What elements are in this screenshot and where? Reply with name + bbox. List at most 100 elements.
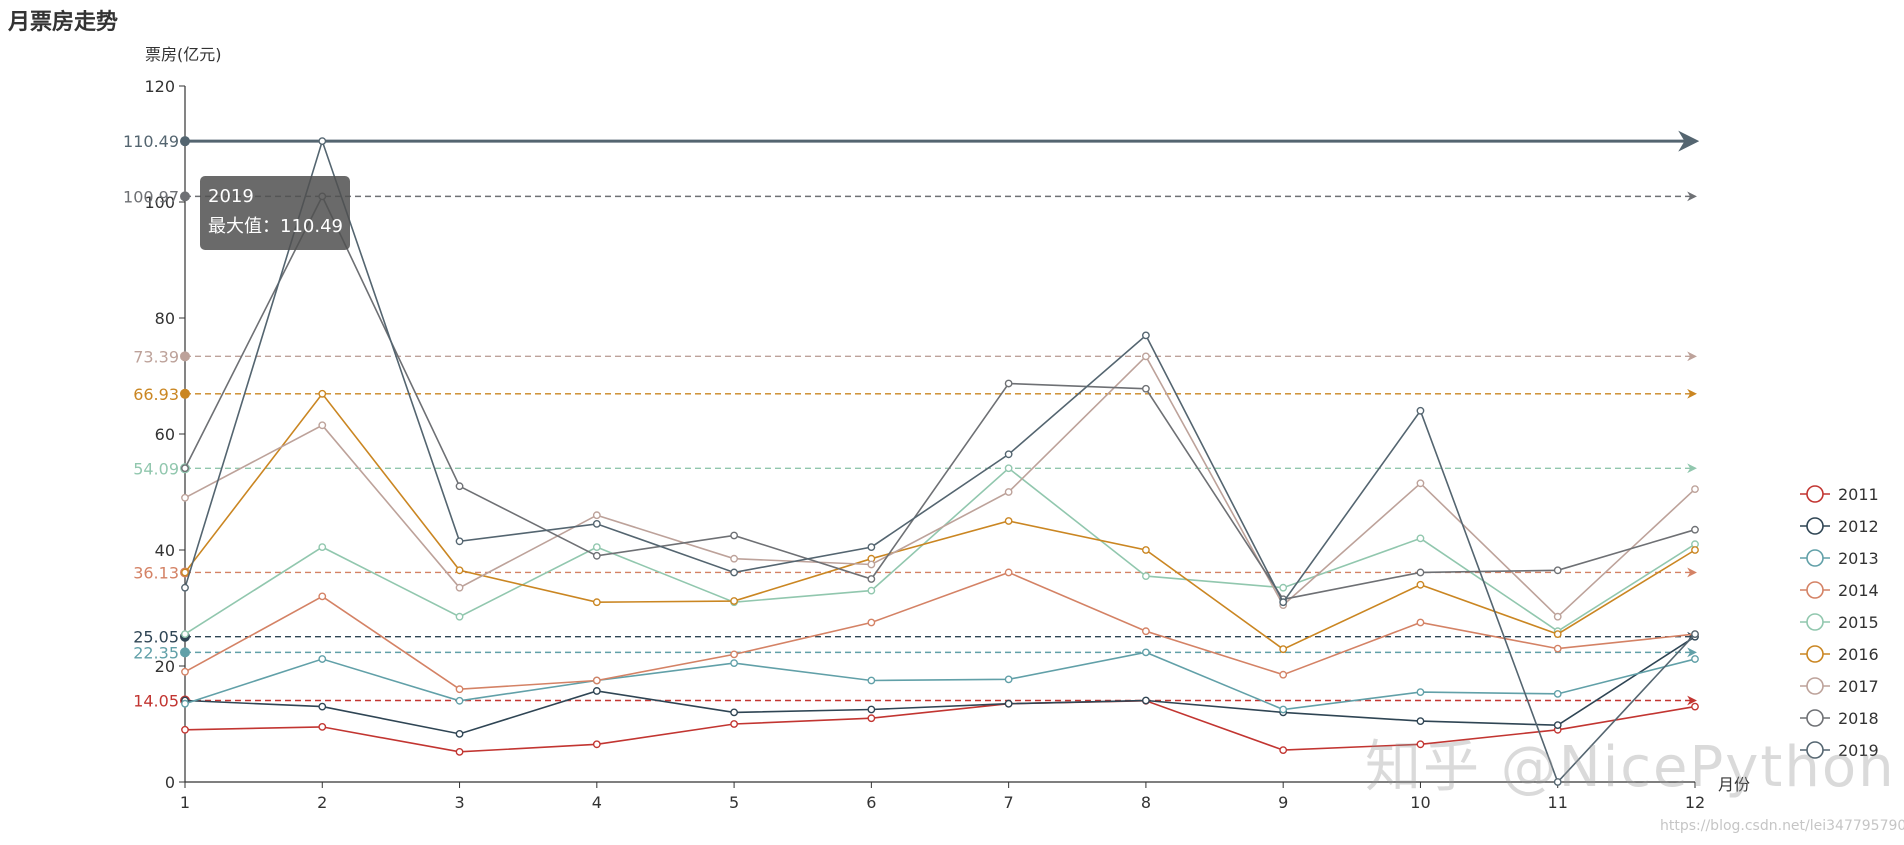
data-point[interactable] [455, 566, 464, 575]
data-point[interactable] [181, 464, 189, 473]
data-point[interactable] [1553, 721, 1562, 730]
data-point[interactable] [1553, 778, 1562, 786]
data-point[interactable] [730, 708, 738, 717]
legend-item-2014[interactable]: 2014 [1800, 581, 1879, 600]
data-point[interactable] [455, 537, 464, 546]
data-point[interactable] [1553, 566, 1562, 575]
data-point[interactable] [1142, 331, 1150, 340]
data-point[interactable] [1416, 717, 1425, 725]
data-point[interactable] [1416, 534, 1425, 543]
data-point[interactable] [730, 650, 738, 659]
data-point[interactable] [181, 493, 189, 502]
data-point[interactable] [181, 667, 189, 676]
data-point[interactable] [1279, 705, 1288, 714]
data-point[interactable] [1416, 688, 1425, 696]
data-point[interactable] [455, 685, 464, 694]
data-point[interactable] [1416, 479, 1425, 488]
data-point[interactable] [1004, 464, 1013, 473]
data-point[interactable] [1142, 648, 1150, 657]
data-point[interactable] [1416, 568, 1425, 577]
data-point[interactable] [592, 551, 601, 560]
data-point[interactable] [455, 696, 464, 705]
data-point[interactable] [592, 520, 601, 528]
data-point[interactable] [1279, 746, 1288, 754]
data-point[interactable] [318, 702, 327, 711]
data-point[interactable] [592, 740, 601, 749]
data-point[interactable] [1004, 379, 1013, 388]
data-point[interactable] [455, 612, 464, 621]
data-point[interactable] [867, 676, 876, 685]
data-point[interactable] [1553, 644, 1562, 653]
data-point[interactable] [1691, 655, 1699, 663]
data-point[interactable] [181, 699, 189, 708]
legend-item-2011[interactable]: 2011 [1800, 485, 1879, 504]
data-point[interactable] [730, 554, 738, 563]
data-point[interactable] [1416, 580, 1425, 589]
data-point[interactable] [592, 676, 601, 685]
data-point[interactable] [318, 389, 327, 398]
data-point[interactable] [455, 729, 464, 738]
data-point[interactable] [592, 511, 601, 520]
data-point[interactable] [1416, 740, 1425, 749]
data-point[interactable] [730, 597, 738, 605]
data-point[interactable] [1553, 630, 1562, 638]
data-point[interactable] [318, 723, 327, 731]
data-point[interactable] [318, 592, 327, 601]
data-point[interactable] [318, 543, 327, 551]
data-point[interactable] [181, 583, 189, 592]
data-point[interactable] [1004, 568, 1013, 577]
data-point[interactable] [867, 543, 876, 551]
data-point[interactable] [455, 583, 464, 592]
data-point[interactable] [1416, 618, 1425, 627]
data-point[interactable] [1004, 488, 1013, 496]
data-point[interactable] [1004, 450, 1013, 459]
data-point[interactable] [1416, 406, 1425, 415]
data-point[interactable] [1142, 384, 1150, 393]
data-point[interactable] [730, 568, 738, 577]
data-point[interactable] [1279, 670, 1288, 679]
data-point[interactable] [1691, 546, 1699, 554]
data-point[interactable] [1142, 696, 1150, 705]
data-point[interactable] [592, 543, 601, 551]
data-point[interactable] [730, 720, 738, 728]
data-point[interactable] [867, 618, 876, 627]
data-point[interactable] [1279, 583, 1288, 592]
data-point[interactable] [1004, 517, 1013, 525]
data-point[interactable] [1553, 612, 1562, 621]
data-point[interactable] [867, 705, 876, 714]
data-point[interactable] [1691, 525, 1699, 534]
data-point[interactable] [318, 137, 327, 146]
data-point[interactable] [592, 687, 601, 695]
data-point[interactable] [867, 575, 876, 583]
data-point[interactable] [1004, 699, 1013, 708]
data-point[interactable] [318, 421, 327, 430]
data-point[interactable] [1004, 675, 1013, 684]
data-point[interactable] [1553, 689, 1562, 698]
legend-item-2019[interactable]: 2019 [1800, 741, 1879, 760]
data-point[interactable] [1691, 702, 1699, 711]
legend-item-2013[interactable]: 2013 [1800, 549, 1879, 568]
data-point[interactable] [1142, 572, 1150, 580]
data-point[interactable] [867, 714, 876, 723]
data-point[interactable] [730, 659, 738, 667]
data-point[interactable] [867, 586, 876, 595]
data-point[interactable] [592, 598, 601, 607]
data-point[interactable] [867, 560, 876, 569]
data-point[interactable] [1691, 485, 1699, 493]
data-point[interactable] [318, 655, 327, 663]
data-point[interactable] [455, 747, 464, 756]
data-point[interactable] [181, 630, 189, 638]
data-point[interactable] [181, 725, 189, 734]
data-point[interactable] [1691, 630, 1699, 638]
data-point[interactable] [1142, 352, 1150, 361]
legend-item-2015[interactable]: 2015 [1800, 613, 1879, 632]
legend-item-2012[interactable]: 2012 [1800, 517, 1879, 536]
data-point[interactable] [1142, 627, 1150, 636]
data-point[interactable] [181, 568, 189, 577]
legend-item-2017[interactable]: 2017 [1800, 677, 1879, 696]
data-point[interactable] [455, 482, 464, 491]
legend-item-2018[interactable]: 2018 [1800, 709, 1879, 728]
data-point[interactable] [1279, 645, 1288, 654]
data-point[interactable] [1279, 598, 1288, 607]
data-point[interactable] [730, 531, 738, 540]
